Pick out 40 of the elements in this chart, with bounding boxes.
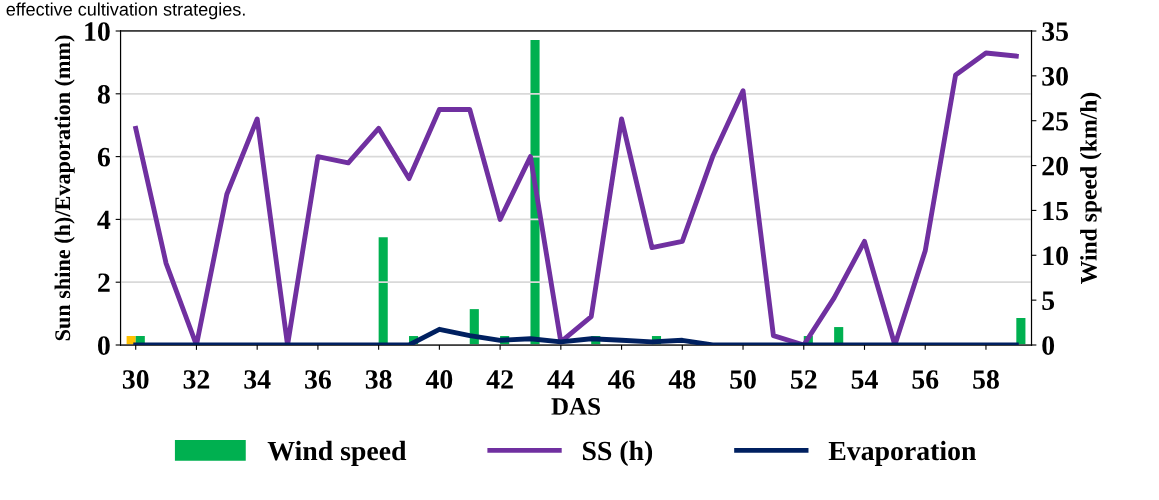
legend-label: SS (h) — [582, 440, 653, 467]
y-tick-label: 4 — [97, 210, 111, 230]
line-series — [133, 50, 1019, 345]
x-tick-label: 36 — [305, 370, 331, 389]
x-tick-label: 40 — [425, 370, 453, 389]
x-tick-label: 52 — [790, 370, 817, 389]
y-tick-label: 8 — [97, 84, 110, 104]
text: effective cultivation strategies. — [6, 2, 245, 20]
y-tick-label: 2 — [98, 273, 110, 292]
y2-tick-label: 30 — [1042, 67, 1068, 86]
x-tick-label: 34 — [244, 370, 271, 389]
line-series — [133, 326, 1019, 345]
y-tick-label: 10 — [85, 22, 110, 41]
legend-label: Wind speed — [267, 440, 407, 467]
y2-tick-label: 20 — [1042, 156, 1068, 176]
legend-label: Evaporation — [828, 440, 977, 467]
y2-tick-label: 0 — [1042, 336, 1055, 355]
x-tick-label: 42 — [486, 370, 513, 389]
x-tick-label: 32 — [183, 370, 210, 389]
x-tick-label: 58 — [973, 370, 999, 389]
x-tick-label: 30 — [122, 370, 149, 389]
y2-tick-label: 15 — [1043, 201, 1068, 221]
y-axis-title: Sun shine (h)/Evaporation (mm) — [54, 35, 75, 341]
x-tick-label: 48 — [668, 370, 696, 389]
y2-tick-label: 10 — [1043, 246, 1068, 266]
x-axis-title: DAS — [551, 398, 600, 415]
bar — [378, 237, 388, 345]
y2-tick-label: 35 — [1042, 22, 1068, 41]
y2-tick-label: 5 — [1042, 291, 1055, 311]
y2-axis-title: Wind speed (km/h) — [1080, 92, 1102, 284]
x-tick-label: 46 — [608, 370, 635, 389]
x-tick-label: 56 — [912, 370, 939, 389]
y-tick-label: 0 — [97, 336, 110, 355]
x-tick-label: 38 — [365, 370, 392, 389]
x-tick-label: 44 — [547, 370, 575, 389]
y-tick-label: 6 — [97, 147, 110, 167]
x-tick-label: 50 — [730, 370, 756, 389]
bar — [1016, 318, 1026, 345]
x-tick-label: 54 — [851, 370, 878, 389]
y2-tick-label: 25 — [1042, 111, 1068, 131]
